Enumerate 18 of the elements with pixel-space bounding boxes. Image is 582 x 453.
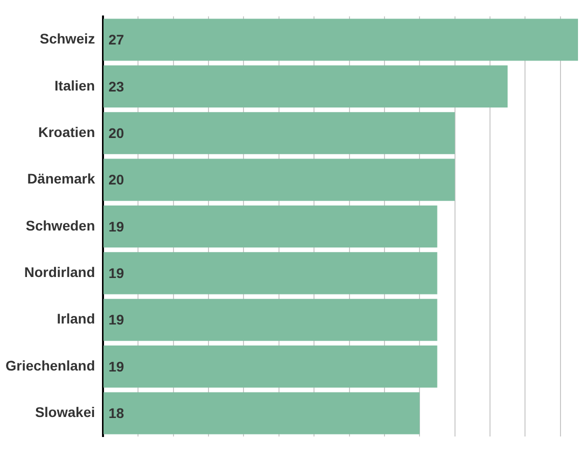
y-tick-label: Slowakei [35,404,95,420]
y-tick-label: Dänemark [27,170,96,187]
y-tick-label: Schweiz [40,30,95,47]
y-tick-label: Griechenland [6,357,95,374]
data-label: 27 [108,32,124,48]
data-label: 19 [108,265,124,282]
data-label: 19 [108,312,124,328]
y-tick-label: Schweden [26,217,95,234]
data-label: 19 [108,358,124,374]
y-tick-label: Italien [54,77,95,94]
data-label: 23 [108,78,124,94]
data-label: 18 [108,405,124,422]
y-tick-label: Kroatien [38,124,95,140]
y-tick-label: Irland [56,310,95,327]
data-label: 20 [108,124,124,141]
data-label: 20 [108,172,124,188]
y-tick-label: Nordirland [24,264,95,280]
data-label: 19 [108,218,124,234]
